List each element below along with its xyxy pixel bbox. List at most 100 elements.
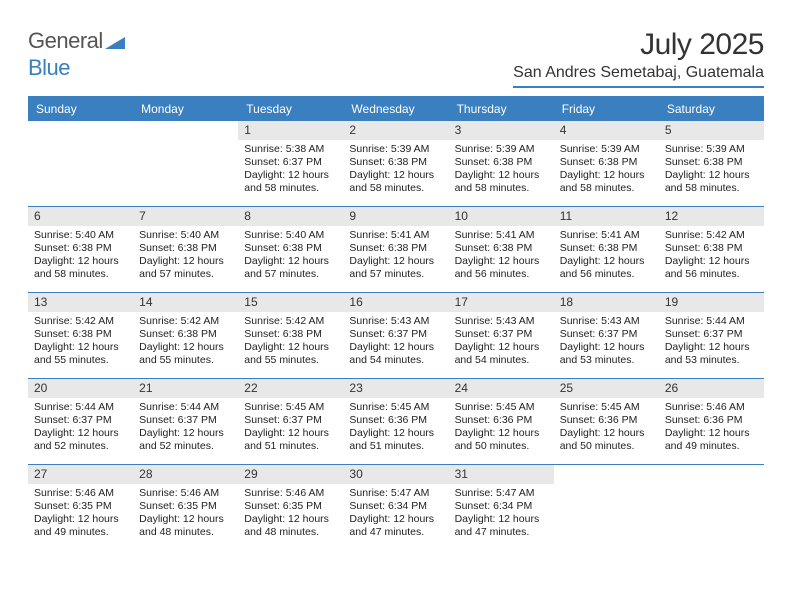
sunset-line: Sunset: 6:36 PM bbox=[349, 414, 442, 427]
daylight-line: Daylight: 12 hours and 53 minutes. bbox=[665, 341, 758, 367]
sunrise-line: Sunrise: 5:43 AM bbox=[560, 315, 653, 328]
daylight-line: Daylight: 12 hours and 58 minutes. bbox=[34, 255, 127, 281]
daylight-line: Daylight: 12 hours and 52 minutes. bbox=[139, 427, 232, 453]
daylight-line: Daylight: 12 hours and 49 minutes. bbox=[665, 427, 758, 453]
sunrise-line: Sunrise: 5:39 AM bbox=[349, 143, 442, 156]
day-cell: 14Sunrise: 5:42 AMSunset: 6:38 PMDayligh… bbox=[133, 292, 238, 378]
day-header: Saturday bbox=[659, 98, 764, 120]
day-number: 16 bbox=[343, 293, 448, 312]
day-cell: 7Sunrise: 5:40 AMSunset: 6:38 PMDaylight… bbox=[133, 206, 238, 292]
day-number: 26 bbox=[659, 379, 764, 398]
sunset-line: Sunset: 6:37 PM bbox=[244, 414, 337, 427]
day-body: Sunrise: 5:43 AMSunset: 6:37 PMDaylight:… bbox=[554, 312, 659, 372]
day-body: Sunrise: 5:39 AMSunset: 6:38 PMDaylight:… bbox=[659, 140, 764, 200]
sunset-line: Sunset: 6:38 PM bbox=[244, 242, 337, 255]
sunrise-line: Sunrise: 5:38 AM bbox=[244, 143, 337, 156]
daylight-line: Daylight: 12 hours and 55 minutes. bbox=[244, 341, 337, 367]
day-number: 13 bbox=[28, 293, 133, 312]
day-cell: 31Sunrise: 5:47 AMSunset: 6:34 PMDayligh… bbox=[449, 464, 554, 550]
page: General Blue July 2025 San Andres Semeta… bbox=[0, 0, 792, 570]
sunrise-line: Sunrise: 5:42 AM bbox=[244, 315, 337, 328]
day-number: 10 bbox=[449, 207, 554, 226]
day-number: 23 bbox=[343, 379, 448, 398]
daylight-line: Daylight: 12 hours and 48 minutes. bbox=[139, 513, 232, 539]
sunrise-line: Sunrise: 5:42 AM bbox=[34, 315, 127, 328]
sunset-line: Sunset: 6:38 PM bbox=[139, 242, 232, 255]
day-number: 20 bbox=[28, 379, 133, 398]
day-body: Sunrise: 5:45 AMSunset: 6:36 PMDaylight:… bbox=[449, 398, 554, 458]
daylight-line: Daylight: 12 hours and 51 minutes. bbox=[349, 427, 442, 453]
day-body: Sunrise: 5:42 AMSunset: 6:38 PMDaylight:… bbox=[238, 312, 343, 372]
calendar: SundayMondayTuesdayWednesdayThursdayFrid… bbox=[28, 96, 764, 550]
day-header: Sunday bbox=[28, 98, 133, 120]
sunrise-line: Sunrise: 5:44 AM bbox=[139, 401, 232, 414]
sunset-line: Sunset: 6:38 PM bbox=[560, 242, 653, 255]
day-number: 2 bbox=[343, 121, 448, 140]
sunset-line: Sunset: 6:38 PM bbox=[34, 328, 127, 341]
day-cell: 22Sunrise: 5:45 AMSunset: 6:37 PMDayligh… bbox=[238, 378, 343, 464]
day-cell: 20Sunrise: 5:44 AMSunset: 6:37 PMDayligh… bbox=[28, 378, 133, 464]
day-cell: 24Sunrise: 5:45 AMSunset: 6:36 PMDayligh… bbox=[449, 378, 554, 464]
sunset-line: Sunset: 6:38 PM bbox=[349, 242, 442, 255]
day-body: Sunrise: 5:45 AMSunset: 6:37 PMDaylight:… bbox=[238, 398, 343, 458]
calendar-head-row: SundayMondayTuesdayWednesdayThursdayFrid… bbox=[28, 98, 764, 120]
sunrise-line: Sunrise: 5:41 AM bbox=[349, 229, 442, 242]
day-cell: 15Sunrise: 5:42 AMSunset: 6:38 PMDayligh… bbox=[238, 292, 343, 378]
sunrise-line: Sunrise: 5:39 AM bbox=[665, 143, 758, 156]
day-cell: 19Sunrise: 5:44 AMSunset: 6:37 PMDayligh… bbox=[659, 292, 764, 378]
sunset-line: Sunset: 6:37 PM bbox=[665, 328, 758, 341]
daylight-line: Daylight: 12 hours and 51 minutes. bbox=[244, 427, 337, 453]
day-header: Monday bbox=[133, 98, 238, 120]
sunset-line: Sunset: 6:37 PM bbox=[34, 414, 127, 427]
sunrise-line: Sunrise: 5:40 AM bbox=[34, 229, 127, 242]
daylight-line: Daylight: 12 hours and 53 minutes. bbox=[560, 341, 653, 367]
day-number: 8 bbox=[238, 207, 343, 226]
daylight-line: Daylight: 12 hours and 47 minutes. bbox=[455, 513, 548, 539]
sunrise-line: Sunrise: 5:45 AM bbox=[349, 401, 442, 414]
sunset-line: Sunset: 6:37 PM bbox=[560, 328, 653, 341]
sunset-line: Sunset: 6:38 PM bbox=[455, 242, 548, 255]
day-number: 29 bbox=[238, 465, 343, 484]
daylight-line: Daylight: 12 hours and 50 minutes. bbox=[455, 427, 548, 453]
day-body: Sunrise: 5:45 AMSunset: 6:36 PMDaylight:… bbox=[554, 398, 659, 458]
sunset-line: Sunset: 6:38 PM bbox=[665, 156, 758, 169]
day-cell: 17Sunrise: 5:43 AMSunset: 6:37 PMDayligh… bbox=[449, 292, 554, 378]
logo-text: General Blue bbox=[28, 28, 125, 81]
daylight-line: Daylight: 12 hours and 50 minutes. bbox=[560, 427, 653, 453]
day-cell: 9Sunrise: 5:41 AMSunset: 6:38 PMDaylight… bbox=[343, 206, 448, 292]
sunset-line: Sunset: 6:38 PM bbox=[244, 328, 337, 341]
daylight-line: Daylight: 12 hours and 57 minutes. bbox=[139, 255, 232, 281]
day-number: 3 bbox=[449, 121, 554, 140]
empty-cell bbox=[133, 120, 238, 206]
day-body: Sunrise: 5:41 AMSunset: 6:38 PMDaylight:… bbox=[449, 226, 554, 286]
day-header: Wednesday bbox=[343, 98, 448, 120]
day-body: Sunrise: 5:39 AMSunset: 6:38 PMDaylight:… bbox=[343, 140, 448, 200]
day-header: Friday bbox=[554, 98, 659, 120]
month-title: July 2025 bbox=[513, 28, 764, 62]
day-number: 21 bbox=[133, 379, 238, 398]
day-number: 30 bbox=[343, 465, 448, 484]
logo-triangle-icon bbox=[105, 29, 125, 55]
daylight-line: Daylight: 12 hours and 49 minutes. bbox=[34, 513, 127, 539]
day-cell: 2Sunrise: 5:39 AMSunset: 6:38 PMDaylight… bbox=[343, 120, 448, 206]
empty-cell bbox=[28, 120, 133, 206]
day-body: Sunrise: 5:40 AMSunset: 6:38 PMDaylight:… bbox=[238, 226, 343, 286]
day-number: 27 bbox=[28, 465, 133, 484]
sunset-line: Sunset: 6:34 PM bbox=[349, 500, 442, 513]
daylight-line: Daylight: 12 hours and 56 minutes. bbox=[560, 255, 653, 281]
day-header: Thursday bbox=[449, 98, 554, 120]
day-body: Sunrise: 5:43 AMSunset: 6:37 PMDaylight:… bbox=[449, 312, 554, 372]
daylight-line: Daylight: 12 hours and 57 minutes. bbox=[244, 255, 337, 281]
sunrise-line: Sunrise: 5:46 AM bbox=[665, 401, 758, 414]
sunrise-line: Sunrise: 5:44 AM bbox=[665, 315, 758, 328]
location: San Andres Semetabaj, Guatemala bbox=[513, 64, 764, 88]
sunset-line: Sunset: 6:34 PM bbox=[455, 500, 548, 513]
day-number: 7 bbox=[133, 207, 238, 226]
day-body: Sunrise: 5:44 AMSunset: 6:37 PMDaylight:… bbox=[133, 398, 238, 458]
day-body: Sunrise: 5:44 AMSunset: 6:37 PMDaylight:… bbox=[28, 398, 133, 458]
empty-cell bbox=[554, 464, 659, 550]
sunrise-line: Sunrise: 5:39 AM bbox=[560, 143, 653, 156]
daylight-line: Daylight: 12 hours and 55 minutes. bbox=[139, 341, 232, 367]
sunset-line: Sunset: 6:36 PM bbox=[665, 414, 758, 427]
sunset-line: Sunset: 6:35 PM bbox=[139, 500, 232, 513]
